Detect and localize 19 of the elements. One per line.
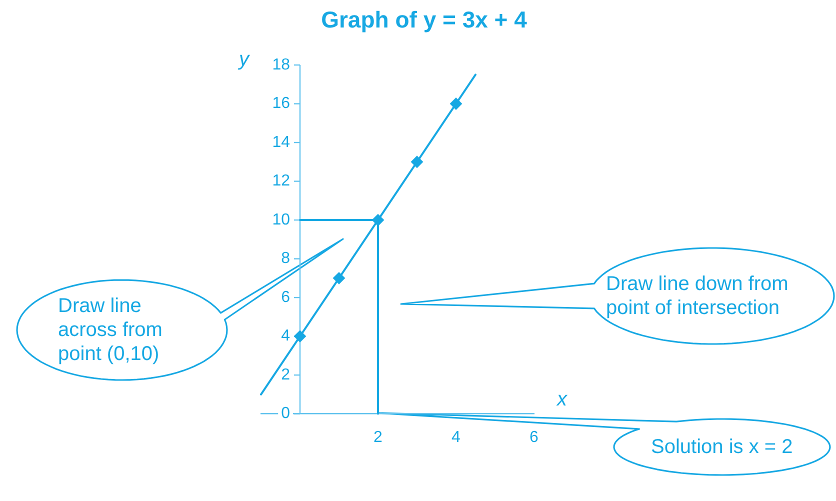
- y-tick-label: 2: [281, 366, 290, 384]
- y-tick-label: 18: [272, 56, 290, 74]
- y-tick-label: 0: [281, 405, 290, 422]
- y-axis-title: y: [237, 48, 250, 71]
- text: Draw line down from point of intersection: [606, 272, 790, 320]
- y-tick-label: 8: [281, 250, 290, 268]
- x-axis-title: x: [556, 388, 568, 410]
- chart-title: Graph of y = 3x + 4: [321, 6, 528, 32]
- y-tick-label: 16: [272, 95, 290, 112]
- y-tick-label: 4: [281, 328, 290, 345]
- text: Draw line across from point (0,10): [58, 294, 164, 366]
- y-tick-label: 10: [272, 211, 290, 228]
- x-tick-label: 2: [374, 428, 383, 446]
- y-tick-label: 14: [272, 134, 290, 151]
- x-tick-label: 4: [452, 428, 461, 446]
- y-tick-label: 6: [281, 288, 290, 306]
- x-tick-label: 6: [530, 428, 539, 446]
- text: Solution is x = 2: [651, 435, 793, 459]
- y-tick-label: 12: [272, 172, 290, 190]
